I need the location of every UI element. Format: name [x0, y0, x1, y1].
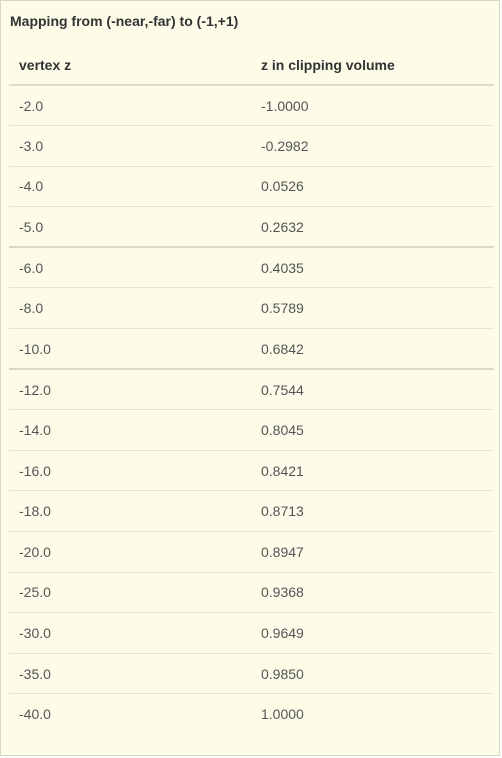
vertex-z-cell: -20.0	[9, 531, 251, 573]
column-header-vertex-z: vertex z	[9, 45, 251, 86]
clip-z-cell: -1.0000	[261, 97, 309, 114]
clip-z-cell: 0.0526	[251, 165, 494, 207]
vertex-z-cell: -14.0	[9, 409, 251, 451]
table-row: -16.0 0.8421	[9, 449, 494, 491]
table-row: -40.0 1.0000	[9, 693, 494, 735]
clip-z-cell: 0.9649	[251, 612, 494, 654]
table-row: -5.0 0.2632	[9, 206, 494, 248]
clip-z-cell: -0.2982	[251, 125, 494, 167]
vertex-z-cell: -10.0	[9, 328, 251, 370]
vertex-z-cell: -16.0	[9, 449, 251, 491]
clip-z-cell: 0.5789	[251, 287, 494, 329]
clip-z-cell: 0.8045	[251, 409, 494, 451]
vertex-z-cell: -30.0	[9, 612, 251, 654]
table-row: -3.0 -0.2982	[9, 125, 494, 167]
vertex-z-cell: -35.0	[9, 652, 251, 694]
table-row: -20.0 0.8947	[9, 531, 494, 573]
table-row: -6.0 0.4035	[9, 246, 494, 288]
table-row: -10.0 0.6842	[9, 328, 494, 370]
table-row: -8.0 0.5789	[9, 287, 494, 329]
vertex-z-cell: -18.0	[9, 490, 251, 532]
vertex-z-cell: -25.0	[9, 571, 251, 613]
vertex-z-cell: -2.0	[19, 97, 44, 114]
table-row: -4.0 0.0526	[9, 165, 494, 207]
table-row: -30.0 0.9649	[9, 612, 494, 654]
vertex-z-cell: -3.0	[9, 125, 251, 167]
clip-z-cell: 0.7544	[251, 368, 494, 410]
clip-z-cell: 0.2632	[251, 206, 494, 248]
clip-z-cell: 0.8713	[251, 490, 494, 532]
vertex-z-cell: -6.0	[9, 246, 251, 288]
vertex-z-cell: -8.0	[9, 287, 251, 329]
vertex-z-cell: -40.0	[9, 693, 251, 735]
table-row: -18.0 0.8713	[9, 490, 494, 532]
table-row: -2.0 -1.0000	[9, 85, 494, 126]
clip-z-cell: 0.6842	[251, 328, 494, 370]
clip-z-cell: 0.4035	[251, 246, 494, 288]
clip-z-cell: 0.9368	[251, 571, 494, 613]
table-caption: Mapping from (-near,-far) to (-1,+1)	[10, 13, 239, 29]
table-row: -35.0 0.9850	[9, 652, 494, 694]
header-row: vertex z z in clipping volume	[9, 45, 494, 86]
table-row: -25.0 0.9368	[9, 571, 494, 613]
vertex-z-cell: -4.0	[9, 165, 251, 207]
vertex-z-cell: -12.0	[9, 368, 251, 410]
clip-z-cell: 0.8947	[251, 531, 494, 573]
depth-mapping-table: vertex z z in clipping volume -2.0 -1.00…	[9, 45, 494, 735]
clip-z-cell: 0.9850	[251, 652, 494, 694]
clip-z-cell: 1.0000	[251, 693, 494, 735]
table-row: -12.0 0.7544	[9, 368, 494, 410]
clip-z-cell: 0.8421	[251, 449, 494, 491]
table-row: -14.0 0.8045	[9, 409, 494, 451]
vertex-z-cell: -5.0	[9, 206, 251, 248]
column-header-clip-z: z in clipping volume	[251, 45, 494, 86]
